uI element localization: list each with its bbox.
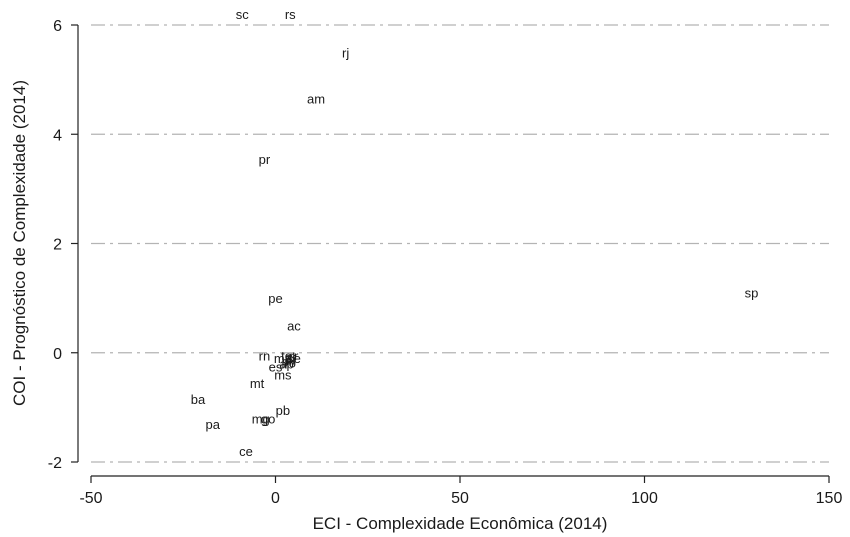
- point-label-ap: ap: [279, 357, 293, 372]
- point-label-pr: pr: [259, 152, 271, 167]
- y-tick-label: 0: [53, 346, 62, 363]
- point-label-pi: pi: [282, 354, 292, 369]
- axes: [77, 25, 829, 477]
- x-tick-label: 50: [451, 490, 469, 507]
- x-axis-title: ECI - Complexidade Econômica (2014): [313, 514, 608, 533]
- point-label-ac: ac: [287, 318, 301, 333]
- x-tick-label: 150: [816, 490, 843, 507]
- point-label-pa: pa: [206, 417, 221, 432]
- x-ticks: -50 0 50 100 150: [79, 476, 842, 507]
- point-label-rs: rs: [285, 7, 296, 22]
- x-tick-label: 100: [631, 490, 658, 507]
- point-label-pe: pe: [268, 291, 282, 306]
- point-label-ro: ro: [284, 356, 296, 371]
- point-label-se: se: [287, 351, 301, 366]
- grid-lines: [91, 24, 829, 463]
- point-label-rr: rr: [290, 348, 299, 363]
- point-label-sc: sc: [236, 7, 250, 22]
- point-label-to: to: [281, 348, 292, 363]
- point-label-ce: ce: [239, 444, 253, 459]
- point-label-al: al: [285, 350, 295, 365]
- point-label-rn: rn: [259, 348, 271, 363]
- point-label-sp: sp: [745, 286, 759, 301]
- point-label-mg: mg: [252, 411, 270, 426]
- point-label-df: df: [285, 352, 296, 367]
- x-tick-label: 0: [271, 490, 280, 507]
- point-label-rj: rj: [342, 45, 349, 60]
- point-label-ma: ma: [274, 351, 293, 366]
- point-label-ms: ms: [274, 368, 292, 383]
- point-label-mt: mt: [250, 376, 265, 391]
- y-tick-label: 6: [53, 18, 62, 35]
- y-tick-label: 2: [53, 237, 62, 254]
- x-tick-label: -50: [79, 490, 102, 507]
- y-axis-title: COI - Prognóstico de Complexidade (2014): [10, 80, 29, 406]
- point-label-pb: pb: [276, 403, 290, 418]
- y-tick-label: -2: [48, 455, 62, 472]
- y-tick-label: 4: [53, 127, 62, 144]
- point-label-es: es: [269, 359, 283, 374]
- point-label-go: go: [261, 411, 275, 426]
- y-ticks: -2 0 2 4 6: [48, 18, 78, 472]
- point-label-ba: ba: [191, 392, 206, 407]
- point-label-am: am: [307, 92, 325, 107]
